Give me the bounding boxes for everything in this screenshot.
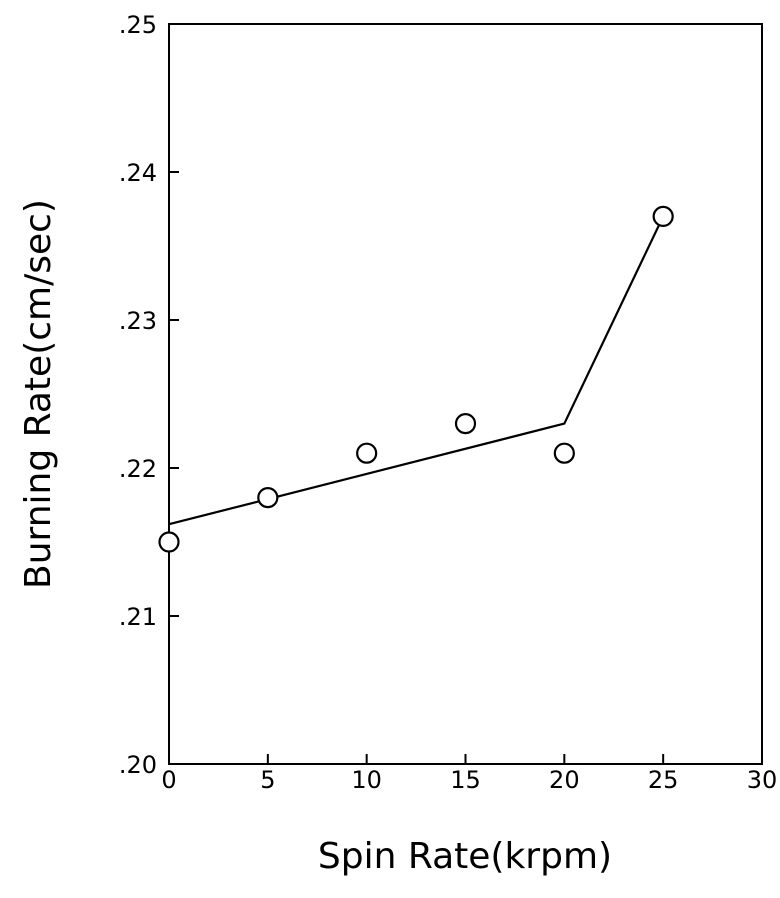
y-tick-label: .21 — [119, 603, 157, 631]
data-point — [357, 444, 376, 463]
fit-line — [169, 216, 663, 524]
x-tick-label: 15 — [450, 766, 481, 794]
y-tick-label: .25 — [119, 11, 157, 39]
y-tick-label: .22 — [119, 455, 157, 483]
series-layer — [160, 207, 673, 552]
y-tick-label: .24 — [119, 159, 157, 187]
x-axis-title: Spin Rate(krpm) — [318, 836, 612, 877]
x-tick-label: 0 — [161, 766, 176, 794]
x-tick-label: 5 — [260, 766, 275, 794]
y-tick-label: .23 — [119, 307, 157, 335]
x-tick-label: 25 — [648, 766, 679, 794]
data-point — [456, 414, 475, 433]
data-point — [160, 533, 179, 552]
data-point — [258, 488, 277, 507]
data-point — [555, 444, 574, 463]
y-axis-title: Burning Rate(cm/sec) — [18, 199, 59, 589]
data-point — [654, 207, 673, 226]
x-tick-label: 30 — [747, 766, 778, 794]
x-tick-label: 10 — [351, 766, 382, 794]
y-tick-label: .20 — [119, 751, 157, 779]
x-axis-ticks: 0 5 10 15 20 25 30 — [161, 754, 777, 794]
plot-frame — [169, 24, 762, 764]
x-tick-label: 20 — [549, 766, 580, 794]
